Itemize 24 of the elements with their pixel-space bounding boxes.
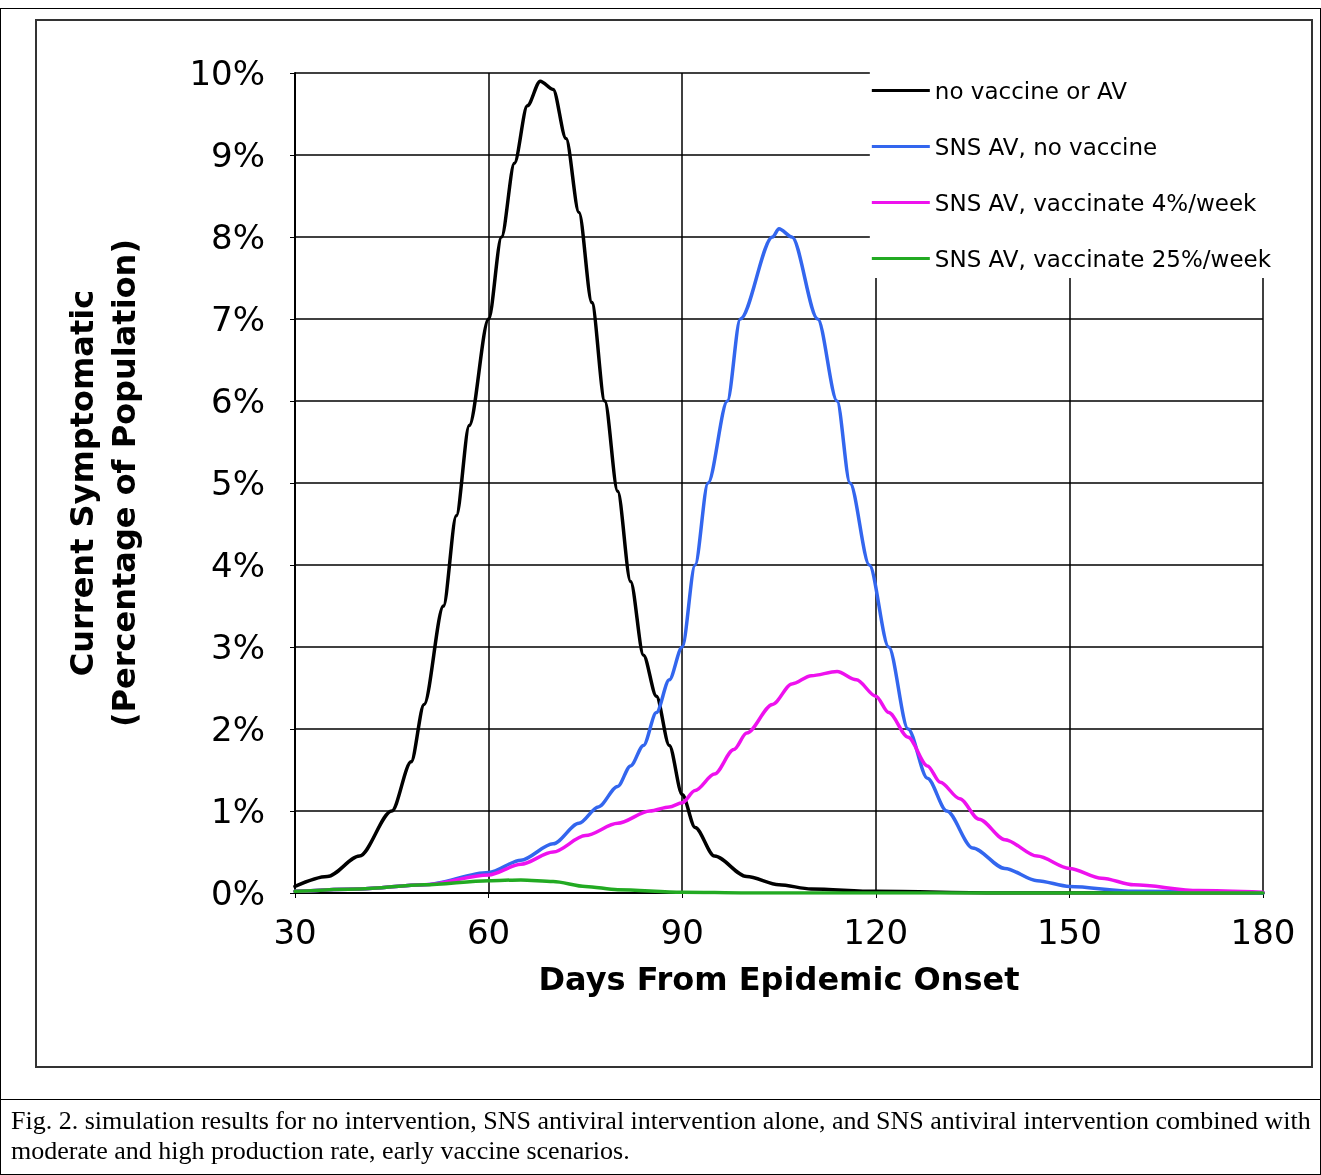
x-tick-label: 30 <box>273 912 317 952</box>
legend-label: no vaccine or AV <box>934 77 1128 104</box>
y-tick-label: 6% <box>211 381 265 421</box>
x-tick-label: 150 <box>1036 912 1102 952</box>
y-tick-label: 9% <box>211 135 265 175</box>
x-tick-label: 60 <box>466 912 511 952</box>
y-tick-label: 10% <box>189 53 265 93</box>
legend-label: SNS AV, no vaccine <box>934 133 1158 160</box>
y-tick-label: 3% <box>211 627 265 667</box>
caption: Fig. 2. simulation results for no intervention, SNS antiviral intervention alone, and SNS antiviral intervention combined with moderate and high production rate, early vaccine scenarios. <box>1 1099 1321 1172</box>
y-tick-label: 0% <box>211 873 265 913</box>
y-tick-label: 5% <box>211 463 265 503</box>
y-tick-label: 7% <box>211 299 265 339</box>
x-axis-title: Days From Epidemic Onset <box>538 960 1020 998</box>
y-tick-label: 1% <box>211 791 265 831</box>
y-tick-label: 8% <box>211 217 265 257</box>
x-tick-label: 180 <box>1230 912 1296 952</box>
legend-label: SNS AV, vaccinate 4%/week <box>934 189 1258 216</box>
y-axis-title: Current Symptomatic (Percentage of Population) <box>63 238 143 728</box>
y-tick-label: 4% <box>211 545 265 585</box>
x-tick-label: 90 <box>660 912 704 952</box>
y-tick-label: 2% <box>211 709 265 749</box>
legend-label: SNS AV, vaccinate 25%/week <box>934 245 1272 272</box>
x-tick-label: 120 <box>843 912 909 952</box>
